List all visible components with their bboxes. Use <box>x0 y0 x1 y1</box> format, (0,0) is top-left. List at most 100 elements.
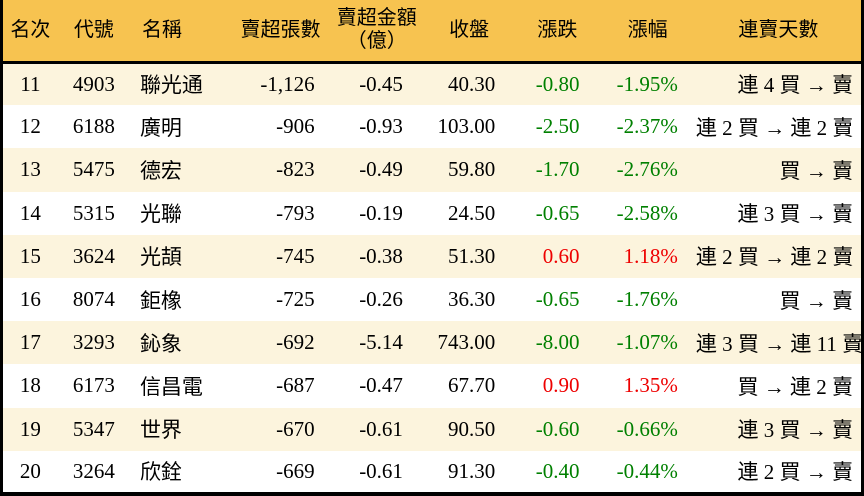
cell-change: -0.65 <box>535 200 580 225</box>
table-row: 19 5347 世界 -670 -0.61 90.50 -0.60 -0.66% 連 3 買 →… <box>1 407 863 451</box>
sell-amount-label-line2: （億） <box>346 30 407 53</box>
table-row: 20 3264 欣銓 -669 -0.61 91.30 -0.40 -0.44% 連 2 買 →… <box>1 450 863 494</box>
cell-change-pct: -1.76% <box>616 287 678 312</box>
table-header: 名次 代號 名稱 賣超張數 賣超金額 （億） 收盤 漲跌 漲幅 連賣天數 <box>1 0 863 64</box>
cell-streak: 連 4 買 → 賣 <box>737 73 854 98</box>
cell-change-pct: -1.95% <box>616 71 678 96</box>
cell-name: 光聯 <box>139 202 182 227</box>
cell-code: 8074 <box>72 287 115 312</box>
header-row: 名次 代號 名稱 賣超張數 賣超金額 （億） 收盤 漲跌 漲幅 連賣天數 <box>1 0 863 64</box>
cell-sell-amount: -0.61 <box>359 458 403 483</box>
cell-sell-amount: -0.38 <box>359 243 403 268</box>
cell-change: -0.80 <box>535 71 580 96</box>
column-header-change-pct: 漲幅 <box>599 0 696 64</box>
cell-sell-volume: -906 <box>276 114 315 139</box>
cell-code: 5315 <box>72 200 115 225</box>
cell-name: 德宏 <box>139 158 182 183</box>
cell-change: 0.60 <box>542 243 580 268</box>
table-row: 12 6188 廣明 -906 -0.93 103.00 -2.50 -2.37% 連 2 買 … <box>1 105 863 149</box>
cell-name: 廣明 <box>139 115 182 140</box>
cell-change: -0.65 <box>535 287 580 312</box>
column-header-rank: 名次 <box>1 0 58 64</box>
cell-change: 0.90 <box>542 373 580 398</box>
cell-sell-amount: -0.93 <box>359 114 403 139</box>
cell-rank: 19 <box>19 416 41 441</box>
column-header-sell-volume: 賣超張數 <box>230 0 331 64</box>
cell-sell-amount: -0.61 <box>359 416 403 441</box>
cell-sell-amount: -0.26 <box>359 287 403 312</box>
cell-streak: 連 3 買 → 賣 <box>737 418 854 443</box>
sell-amount-label-line1: 賣超金額 <box>336 7 417 30</box>
cell-close: 36.30 <box>448 287 496 312</box>
column-header-close: 收盤 <box>422 0 516 64</box>
cell-streak: 連 3 買 → 賣 <box>737 202 854 227</box>
cell-change-pct: 1.18% <box>623 243 678 268</box>
cell-close: 90.50 <box>448 416 496 441</box>
cell-name: 世界 <box>139 418 182 443</box>
cell-code: 6188 <box>72 114 115 139</box>
cell-sell-volume: -669 <box>276 458 315 483</box>
cell-streak: 買 → 連 2 賣 <box>737 374 854 399</box>
cell-rank: 16 <box>19 287 41 312</box>
cell-close: 91.30 <box>448 458 496 483</box>
cell-streak: 連 2 買 → 連 2 賣 <box>695 245 854 270</box>
cell-rank: 18 <box>19 373 41 398</box>
cell-name: 鉅橡 <box>139 288 182 313</box>
cell-rank: 13 <box>19 157 41 182</box>
cell-close: 40.30 <box>448 71 496 96</box>
cell-close: 24.50 <box>448 200 496 225</box>
cell-change-pct: -2.37% <box>616 114 678 139</box>
cell-change: -0.40 <box>535 458 580 483</box>
column-header-code: 代號 <box>57 0 130 64</box>
cell-rank: 14 <box>19 200 41 225</box>
cell-change: -1.70 <box>535 157 580 182</box>
cell-code: 6173 <box>72 373 115 398</box>
cell-name: 信昌電 <box>139 374 203 399</box>
cell-streak: 連 2 買 → 連 2 賣 <box>695 115 854 140</box>
cell-code: 4903 <box>72 71 115 96</box>
cell-close: 51.30 <box>448 243 496 268</box>
cell-sell-volume: -1,126 <box>260 71 315 96</box>
cell-streak: 連 3 買 → 連 11 賣 <box>695 331 864 356</box>
table-row: 17 3293 鈊象 -692 -5.14 743.00 -8.00 -1.07% 連 3 買 … <box>1 321 864 365</box>
cell-rank: 12 <box>19 114 41 139</box>
cell-code: 5475 <box>72 157 115 182</box>
cell-sell-volume: -745 <box>276 243 315 268</box>
cell-change-pct: -2.76% <box>616 157 678 182</box>
cell-sell-volume: -823 <box>276 157 315 182</box>
cell-streak: 連 2 買 → 賣 <box>737 460 854 485</box>
column-header-name: 名稱 <box>129 0 231 64</box>
cell-name: 聯光通 <box>139 73 203 98</box>
cell-sell-volume: -670 <box>276 416 315 441</box>
cell-name: 鈊象 <box>139 331 182 356</box>
cell-rank: 20 <box>19 458 41 483</box>
table-row: 15 3624 光頡 -745 -0.38 51.30 0.60 1.18% 連 2 買 → 連… <box>1 234 863 278</box>
cell-rank: 17 <box>19 330 41 355</box>
cell-sell-amount: -0.19 <box>359 200 403 225</box>
cell-name: 光頡 <box>139 245 182 270</box>
cell-sell-volume: -692 <box>276 330 315 355</box>
cell-sell-amount: -0.49 <box>359 157 403 182</box>
cell-sell-volume: -687 <box>276 373 315 398</box>
table-row: 11 4903 聯光通 -1,126 -0.45 40.30 -0.80 -1.95% 連 4 … <box>1 62 863 106</box>
cell-rank: 15 <box>19 243 41 268</box>
column-header-change: 漲跌 <box>515 0 600 64</box>
cell-change: -8.00 <box>535 330 580 355</box>
cell-name: 欣銓 <box>139 460 182 485</box>
cell-sell-amount: -0.47 <box>359 373 403 398</box>
cell-code: 5347 <box>72 416 115 441</box>
table-row: 16 8074 鉅橡 -725 -0.26 36.30 -0.65 -1.76% 買 → 賣 <box>1 277 863 322</box>
table-row: 14 5315 光聯 -793 -0.19 24.50 -0.65 -2.58% 連 3 買 →… <box>1 191 863 235</box>
cell-sell-amount: -5.14 <box>359 330 403 355</box>
cell-change-pct: -1.07% <box>616 330 678 355</box>
cell-change-pct: -0.44% <box>616 458 678 483</box>
cell-sell-amount: -0.45 <box>359 71 403 96</box>
cell-close: 743.00 <box>437 330 496 355</box>
column-header-sell-amount: 賣超金額 （億） <box>330 0 423 64</box>
table-row: 18 6173 信昌電 -687 -0.47 67.70 0.90 1.35% 買 → 連 2 … <box>1 364 863 408</box>
cell-close: 59.80 <box>448 157 496 182</box>
table-body: 11 4903 聯光通 -1,126 -0.45 40.30 -0.80 -1.95% 連 4 … <box>1 62 864 494</box>
cell-streak: 買 → 賣 <box>779 288 854 313</box>
cell-code: 3293 <box>72 330 115 355</box>
